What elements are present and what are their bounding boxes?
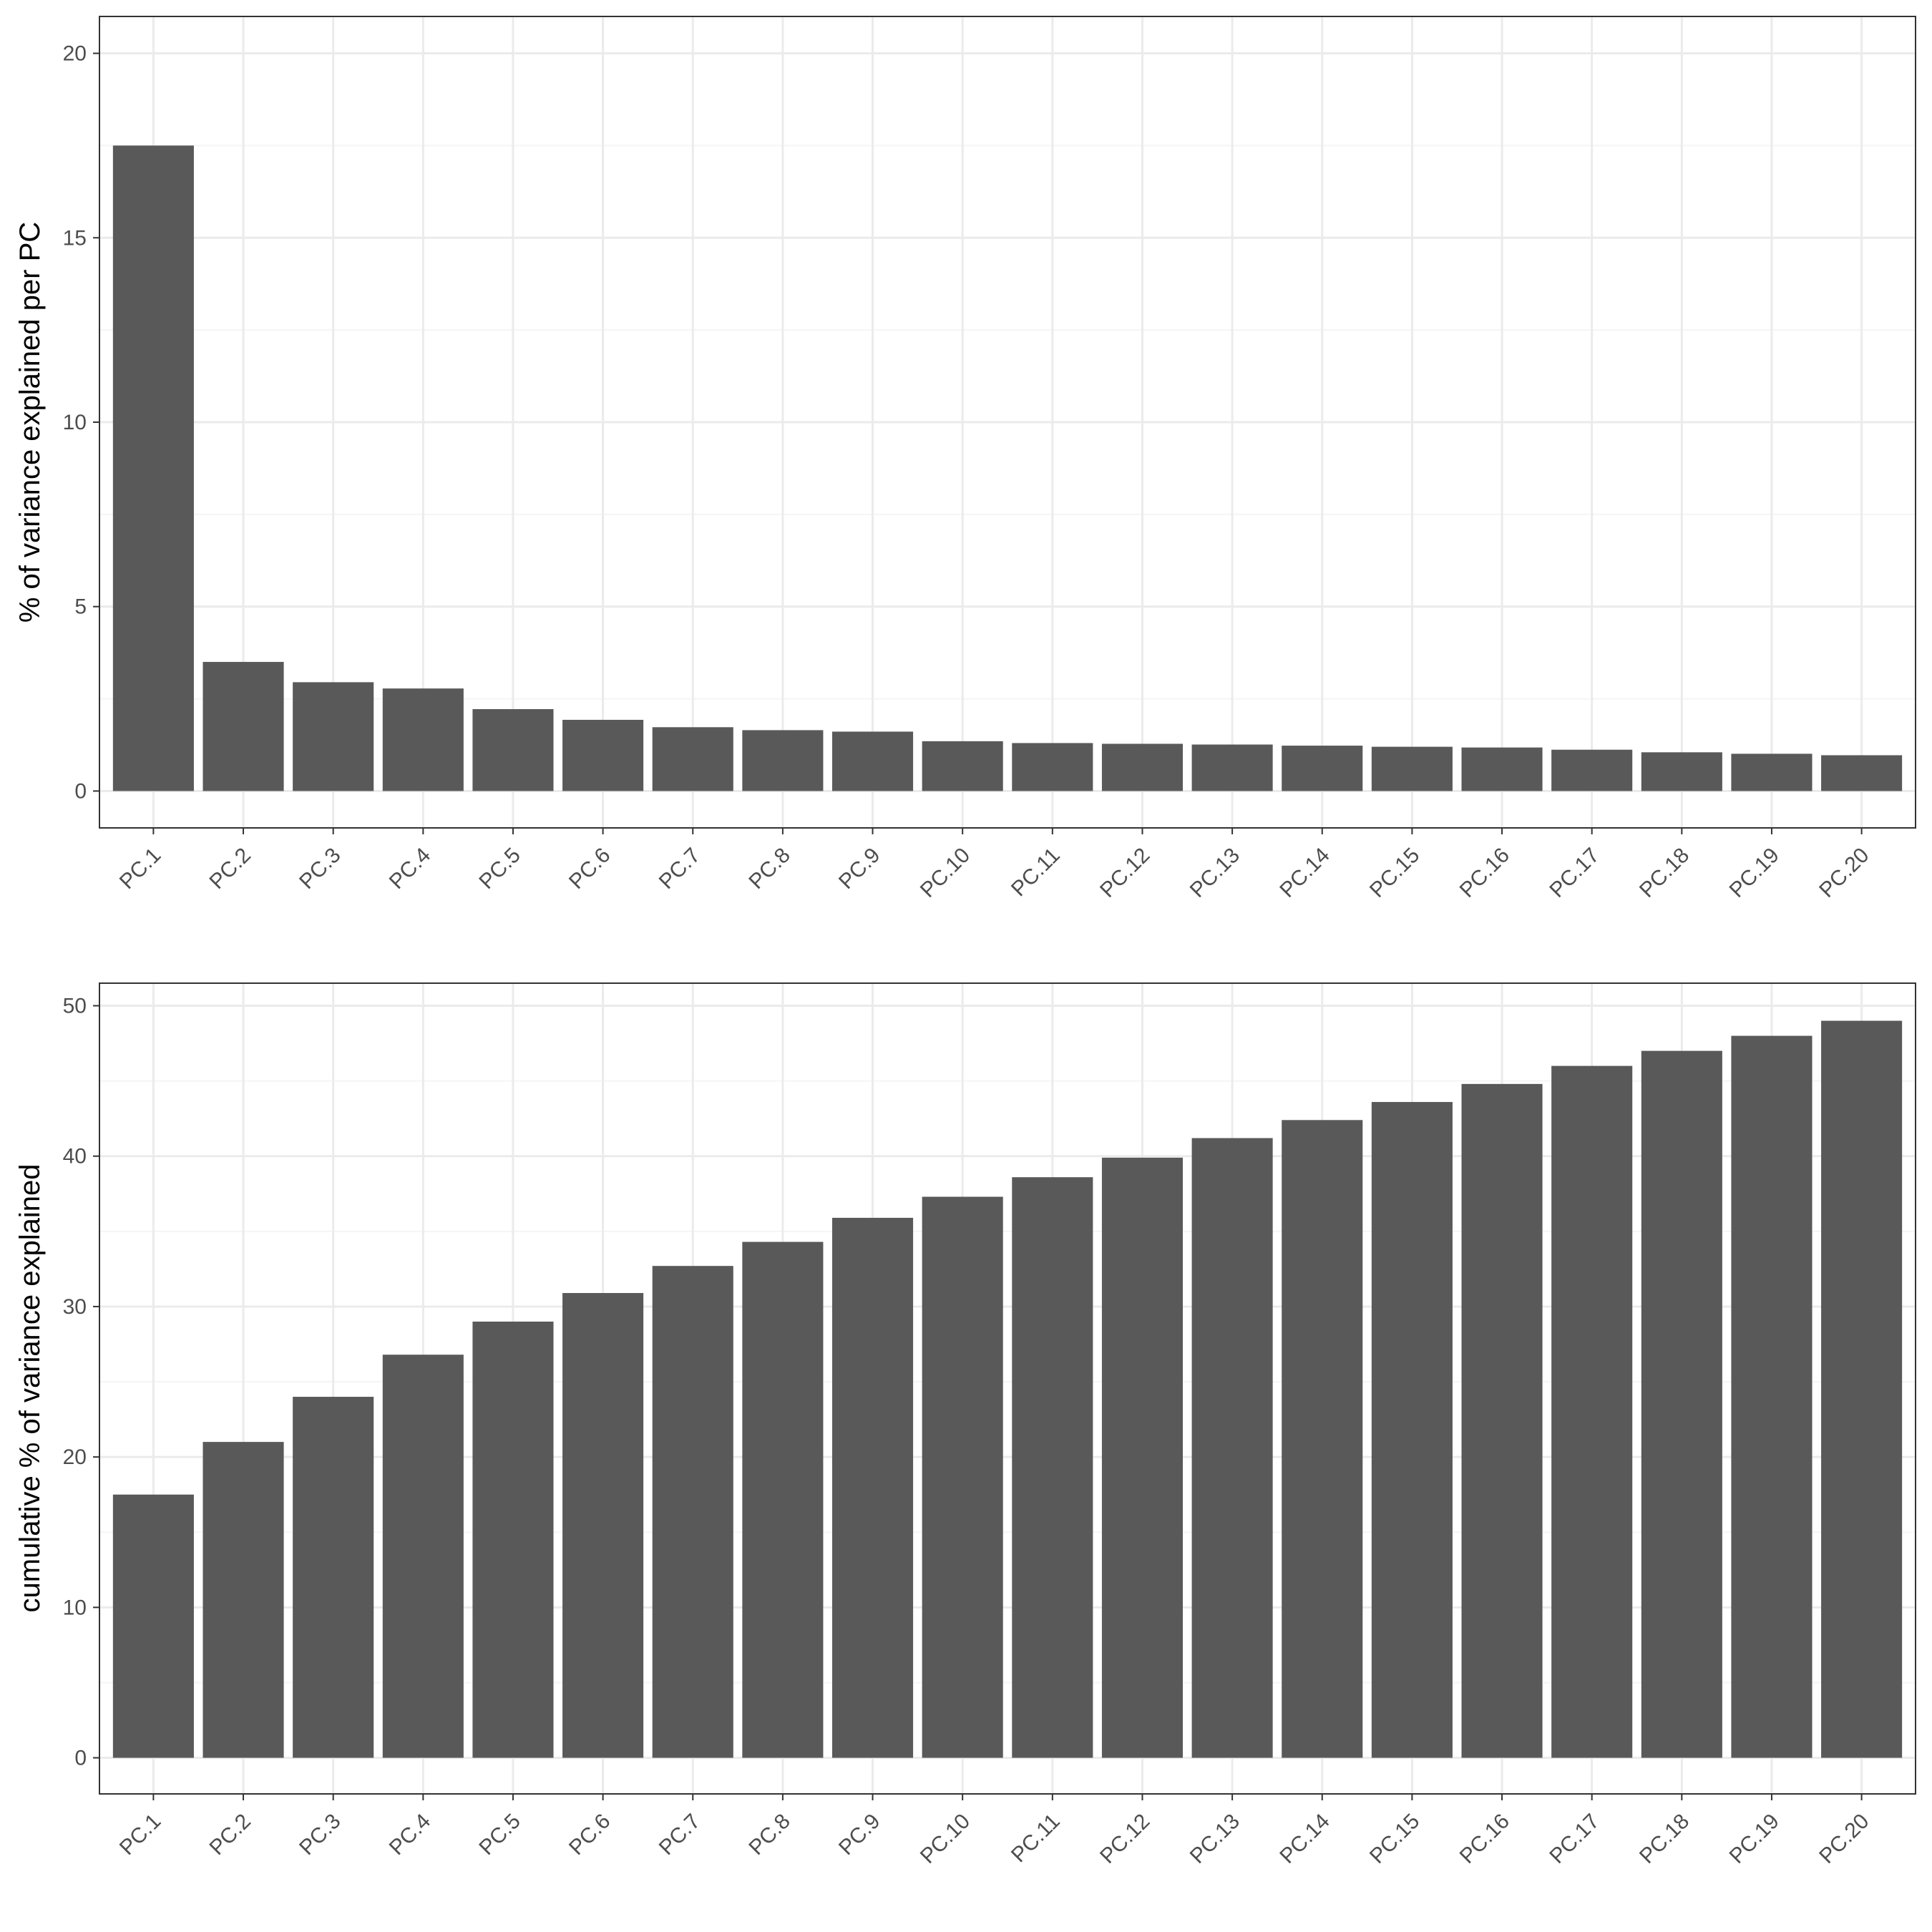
bar-PC.3 [293, 1397, 374, 1758]
y-tick-label: 20 [63, 42, 87, 66]
bar-PC.12 [1101, 1157, 1184, 1758]
bar-PC.9 [831, 1217, 914, 1758]
bar-PC.8 [742, 730, 824, 791]
bar-PC.5 [472, 1321, 554, 1758]
y-tick-label: 50 [63, 995, 87, 1018]
bar-PC.2 [203, 1442, 284, 1758]
bar-PC.1 [112, 145, 194, 791]
bar-PC.14 [1282, 746, 1363, 791]
bar-PC.20 [1821, 755, 1903, 791]
y-axis-title: % of variance explained per PC [14, 222, 46, 623]
y-axis-title: cumulative % of variance explained [14, 1163, 46, 1612]
bar-PC.18 [1641, 1050, 1722, 1758]
bar-PC.19 [1731, 753, 1813, 791]
y-tick-label: 40 [63, 1145, 87, 1169]
y-tick-label: 0 [74, 779, 87, 803]
bar-PC.20 [1821, 1020, 1903, 1758]
bar-PC.4 [382, 1355, 464, 1758]
bar-PC.16 [1461, 747, 1543, 791]
bar-PC.7 [652, 1266, 733, 1758]
bar-PC.8 [742, 1241, 824, 1758]
bar-PC.19 [1731, 1035, 1813, 1758]
y-tick-label: 15 [63, 226, 87, 250]
y-tick-label: 30 [63, 1295, 87, 1319]
y-tick-label: 0 [74, 1747, 87, 1770]
bar-PC.13 [1191, 744, 1273, 791]
bar-PC.10 [922, 741, 1003, 791]
bar-PC.2 [203, 662, 284, 791]
bar-PC.17 [1551, 749, 1633, 791]
bar-PC.6 [562, 719, 644, 791]
bar-PC.14 [1282, 1120, 1363, 1758]
bar-PC.15 [1371, 746, 1453, 791]
bar-PC.11 [1012, 743, 1093, 791]
bar-PC.13 [1191, 1138, 1273, 1758]
bar-PC.5 [472, 709, 554, 791]
bar-PC.6 [562, 1293, 644, 1758]
bar-PC.12 [1101, 743, 1184, 791]
y-tick-label: 5 [74, 595, 87, 619]
panel-border [99, 982, 1916, 1795]
bar-PC.7 [652, 727, 733, 791]
y-tick-label: 20 [63, 1445, 87, 1469]
bar-PC.11 [1012, 1177, 1093, 1758]
y-tick-label: 10 [63, 411, 87, 434]
bar-PC.17 [1551, 1065, 1633, 1758]
bar-PC.16 [1461, 1083, 1543, 1758]
bar-PC.3 [293, 682, 374, 791]
bar-PC.15 [1371, 1102, 1453, 1758]
bar-PC.4 [382, 688, 464, 791]
bar-PC.18 [1641, 752, 1722, 791]
bar-PC.9 [831, 731, 914, 791]
y-tick-label: 10 [63, 1596, 87, 1619]
bar-PC.1 [112, 1494, 194, 1758]
bar-PC.10 [922, 1196, 1003, 1758]
